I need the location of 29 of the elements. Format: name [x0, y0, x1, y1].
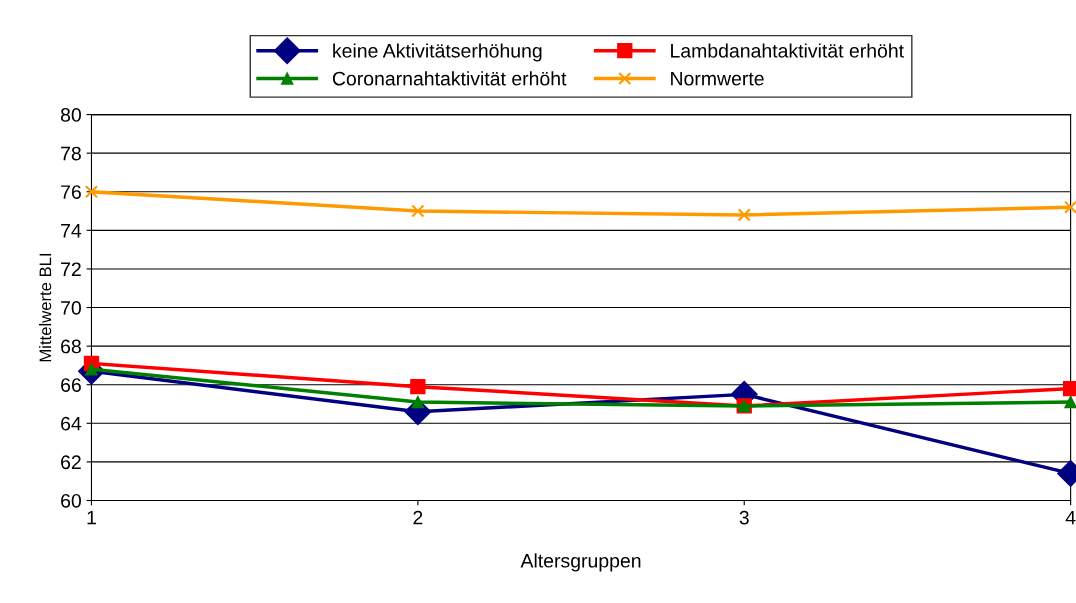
y-tick-label: 80	[60, 108, 81, 122]
point	[411, 204, 425, 218]
y-tick-label: 74	[61, 224, 82, 238]
point	[1064, 200, 1076, 214]
x-tick-label: 1	[87, 510, 96, 525]
y-axis-title: Mittelwerte BLI	[39, 253, 52, 362]
y-tick-label: 62	[61, 455, 81, 470]
y-tick-label: 66	[61, 378, 81, 392]
x-axis-title: Altersgruppen	[520, 553, 641, 572]
y-tick-label: 64	[61, 416, 82, 431]
y-tick-label: 60	[61, 493, 81, 508]
point	[1062, 380, 1076, 397]
legend-label: keine Aktivitätserhöhung	[333, 43, 542, 62]
y-tick-label: 76	[61, 185, 81, 199]
point	[410, 379, 426, 395]
point	[411, 395, 425, 409]
point	[737, 208, 751, 222]
y-tick-label: 68	[61, 339, 81, 354]
legend-label: Normwerte	[671, 71, 764, 86]
x-tick-label: 3	[739, 510, 749, 525]
legend-label: Coronarnahtaktivität erhöht	[332, 71, 567, 86]
x-tick-label: 2	[413, 510, 423, 525]
point	[1064, 395, 1076, 409]
point	[84, 185, 99, 199]
legend-label: Lambdanahtaktivität erhöht	[671, 43, 904, 58]
y-tick-label: 72	[61, 262, 81, 276]
y-tick-label: 70	[61, 301, 81, 315]
x-tick-label: 4	[1065, 510, 1076, 525]
y-tick-label: 78	[61, 146, 81, 161]
